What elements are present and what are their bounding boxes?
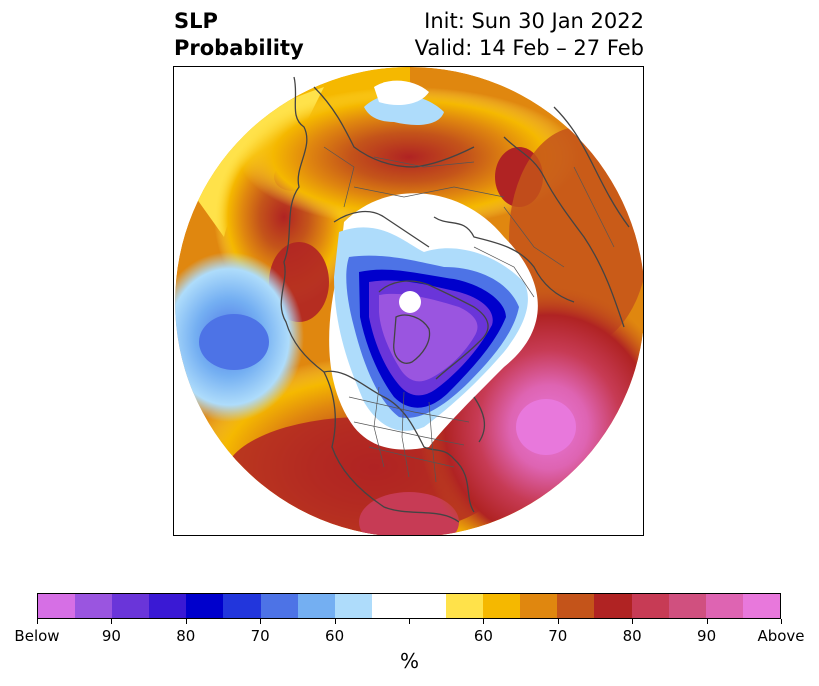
coastlines [280, 76, 630, 523]
valid-range: Valid: 14 Feb – 27 Feb [414, 36, 644, 60]
colorbar-tick-label: 90 [697, 627, 717, 645]
colorbar-swatch [446, 594, 484, 618]
colorbar-swatch [483, 594, 521, 618]
colorbar-tick-labels: Below 90 80 70 60 60 70 80 90 Above [0, 627, 819, 647]
colorbar-swatch [223, 594, 261, 618]
colorbar-tickmark [707, 619, 708, 624]
colorbar-tickmark [483, 619, 484, 624]
colorbar-tickmark [335, 619, 336, 624]
colorbar-swatch [371, 594, 447, 618]
colorbar-tickmark [37, 619, 38, 624]
colorbar-swatch [38, 594, 76, 618]
shaded-field [175, 67, 643, 535]
colorbar-tickmark [260, 619, 261, 624]
colorbar-swatch [520, 594, 558, 618]
map-panel [173, 66, 644, 536]
colorbar-swatch [631, 594, 669, 618]
title-probability: Probability [174, 36, 304, 60]
colorbar-swatch [297, 594, 335, 618]
title-slp: SLP [174, 9, 218, 33]
colorbar-swatch [186, 594, 224, 618]
colorbar-swatch [705, 594, 743, 618]
title-left: SLP Probability [174, 8, 304, 62]
colorbar-tick-label: 90 [101, 627, 121, 645]
colorbar-swatch [260, 594, 298, 618]
probability-map [175, 67, 643, 535]
title-right: Init: Sun 30 Jan 2022 Valid: 14 Feb – 27… [415, 8, 644, 62]
colorbar-tickmark [186, 619, 187, 624]
colorbar-tickmark [781, 619, 782, 624]
colorbar-tick-label: Above [757, 627, 805, 645]
colorbar-tick-label: 80 [622, 627, 642, 645]
init-date: Init: Sun 30 Jan 2022 [424, 9, 644, 33]
colorbar-unit-label: % [399, 649, 419, 673]
colorbar-swatch [742, 594, 780, 618]
colorbar-tick-label: 60 [473, 627, 493, 645]
colorbar-tick-label: 60 [325, 627, 345, 645]
colorbar-tickmark [409, 619, 410, 624]
colorbar-tick-label: 70 [250, 627, 270, 645]
pole-hole [399, 291, 421, 313]
colorbar-tick-label: Below [14, 627, 60, 645]
colorbar-tickmark [558, 619, 559, 624]
country-borders [323, 146, 615, 483]
colorbar-swatch [594, 594, 632, 618]
colorbar-tick-label: 70 [548, 627, 568, 645]
colorbar-tickmark [111, 619, 112, 624]
colorbar-tickmark [632, 619, 633, 624]
colorbar-tick-label: 80 [176, 627, 196, 645]
colorbar-swatch [112, 594, 150, 618]
colorbar-swatch [557, 594, 595, 618]
colorbar-swatch [149, 594, 187, 618]
colorbar-swatch [334, 594, 372, 618]
colorbar-swatch [668, 594, 706, 618]
colorbar [37, 593, 781, 619]
colorbar-swatch [75, 594, 113, 618]
